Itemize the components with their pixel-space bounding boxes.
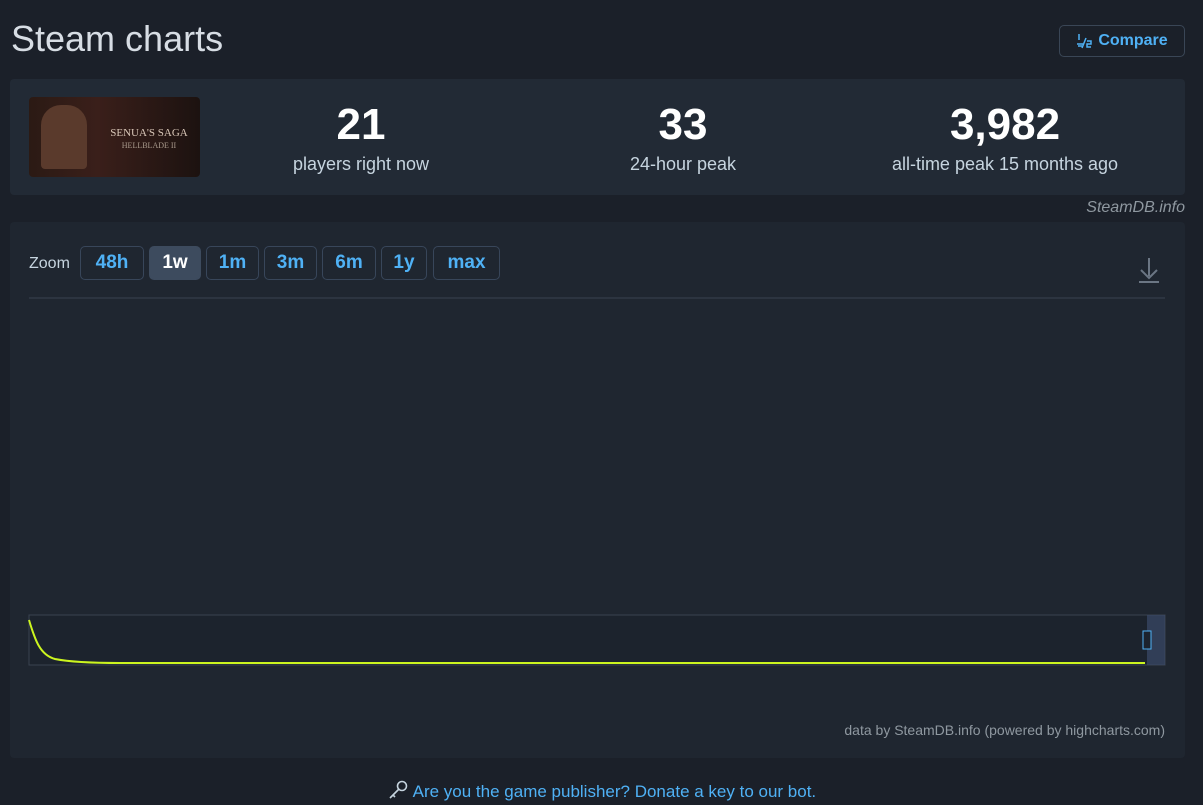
source-note: SteamDB.info <box>1086 199 1185 216</box>
page-title: Steam charts <box>11 18 224 59</box>
zoom-button[interactable]: max <box>433 246 500 280</box>
compare-icon: 020406 Aug7 Aug8 Aug9 Aug10 Aug11 Aug12 … <box>1077 34 1093 49</box>
stat-label: 24-hour peak <box>629 154 737 174</box>
zoom-button[interactable]: 1y <box>381 246 427 280</box>
zoom-button[interactable]: 1m <box>206 246 259 280</box>
credits: data by SteamDB.info (powered by highcha… <box>844 722 1165 738</box>
footer-link[interactable]: Are you the game publisher? Donate a key… <box>412 782 817 801</box>
navigator-handle[interactable] <box>1142 630 1152 650</box>
game-title: SENUA'S SAGA <box>110 127 188 139</box>
stat-label: all-time peak 15 months ago <box>891 154 1119 174</box>
zoom-button[interactable]: 48h <box>80 246 144 280</box>
game-subtitle: HELLBLADE II <box>121 141 177 150</box>
zoom-button[interactable]: 1w <box>149 246 201 280</box>
stat: 3,982 all-time peak 15 months ago <box>835 100 1175 175</box>
stat-value: 21 <box>336 100 386 149</box>
zoom-label: Zoom <box>29 255 70 272</box>
footer: Are you the game publisher? Donate a key… <box>0 780 1203 802</box>
navigator-line <box>28 619 1145 664</box>
compare-button[interactable]: 020406 Aug7 Aug8 Aug9 Aug10 Aug11 Aug12 … <box>1059 25 1185 57</box>
stat: 21 players right now <box>191 100 531 175</box>
stat-label: players right now <box>292 154 430 174</box>
compare-label: Compare <box>1098 32 1168 49</box>
chart-panel <box>10 222 1185 758</box>
game-art <box>41 105 87 169</box>
stats-panel <box>10 79 1185 195</box>
game-image: SENUA'S SAGA HELLBLADE II <box>29 97 200 177</box>
stat: 33 24-hour peak <box>513 100 853 175</box>
stat-value: 33 <box>658 100 708 149</box>
download-icon[interactable] <box>1139 258 1159 283</box>
key-icon <box>389 780 408 799</box>
navigator <box>28 614 1166 666</box>
navigator-window[interactable] <box>1147 615 1165 665</box>
zoom-button[interactable]: 3m <box>264 246 317 280</box>
stat-value: 3,982 <box>949 100 1061 149</box>
zoom-button[interactable]: 6m <box>322 246 376 280</box>
